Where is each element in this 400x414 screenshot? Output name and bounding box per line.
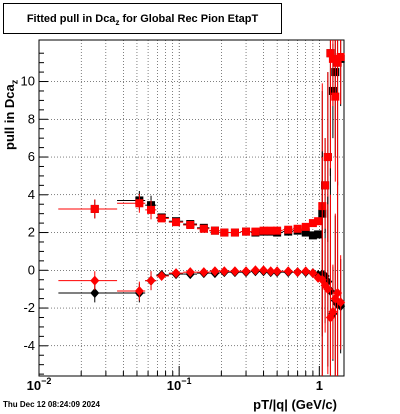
data-point-square [157, 214, 166, 223]
y-tick-label: 0 [28, 262, 35, 277]
chart-title: Fitted pull in Dcaz for Global Rec Pion … [4, 4, 281, 33]
data-point-square [328, 54, 337, 63]
data-point-square [220, 228, 229, 237]
data-point-square [314, 230, 323, 239]
chart-title-subscript: z [115, 18, 120, 28]
data-point-diamond [219, 266, 229, 277]
data-point-square [323, 153, 332, 162]
data-point-diamond [336, 297, 346, 308]
y-tick-label: -2 [23, 300, 35, 315]
x-tick-label: 10−2 [27, 376, 52, 393]
data-point-square [331, 92, 340, 101]
data-point-diamond [259, 265, 269, 276]
y-axis-label: pull in Dcaz [2, 80, 20, 150]
data-point-diamond [230, 266, 240, 277]
data-point-square [321, 181, 330, 190]
data-point-square [230, 228, 239, 237]
data-point-square [259, 226, 268, 235]
data-point-diamond [283, 266, 293, 277]
x-axis-label: pT/|q| (GeV/c) [253, 397, 337, 412]
data-point-square [308, 219, 317, 228]
data-point-diamond [250, 265, 260, 276]
data-point-diamond [171, 268, 181, 279]
date-stamp: Thu Dec 12 08:24:09 2024 [3, 400, 100, 409]
data-point-diamond [146, 275, 156, 286]
data-point-square [135, 199, 144, 208]
data-point-diamond [210, 266, 220, 277]
data-point-square [314, 217, 323, 226]
chart-title-box: Fitted pull in Dcaz for Global Rec Pion … [3, 3, 282, 34]
data-point-diamond [333, 287, 343, 298]
x-tick-label: 1 [316, 378, 323, 393]
x-tick-exponent: −2 [41, 376, 51, 386]
data-point-square [301, 228, 310, 237]
data-point-square [308, 231, 317, 240]
data-point-square [336, 52, 345, 61]
y-tick-label: 6 [28, 149, 35, 164]
data-point-diamond [134, 286, 144, 297]
data-point-square [172, 218, 181, 227]
data-point-diamond [293, 267, 303, 278]
data-point-diamond [301, 266, 311, 277]
y-axis-label-subscript: z [9, 79, 20, 85]
data-point-square [266, 226, 275, 235]
y-tick-label: 4 [28, 187, 35, 202]
data-point-square [251, 227, 260, 236]
y-tick-label: 2 [28, 225, 35, 240]
data-point-diamond [157, 270, 167, 281]
data-point-diamond [272, 266, 282, 277]
data-point-square [301, 222, 310, 231]
data-point-diamond [266, 266, 276, 277]
data-point-diamond [308, 268, 318, 279]
data-point-square [333, 58, 342, 67]
chart-title-rest: for Global Rec Pion EtapT [119, 13, 259, 25]
x-tick-label: 10−1 [167, 376, 192, 393]
data-point-diamond [90, 275, 100, 286]
data-point-square [210, 226, 219, 235]
data-point-square [293, 224, 302, 233]
data-point-diamond [199, 267, 209, 278]
y-tick-label: 10 [21, 74, 35, 89]
data-point-square [199, 224, 208, 233]
y-tick-label: 8 [28, 111, 35, 126]
y-axis-label-main: pull in Dca [2, 84, 17, 150]
data-point-square [326, 49, 335, 58]
data-point-diamond [90, 287, 100, 298]
data-point-square [242, 227, 251, 236]
data-point-square [90, 204, 99, 213]
data-point-square [186, 220, 195, 229]
data-point-square [273, 226, 282, 235]
data-point-diamond [185, 267, 195, 278]
x-tick-exponent: −1 [181, 376, 191, 386]
data-point-square [147, 205, 156, 214]
chart-title-main: Fitted pull in Dca [26, 13, 116, 25]
plot-frame [38, 39, 345, 377]
data-point-square [284, 225, 293, 234]
y-tick-label: -4 [23, 338, 35, 353]
data-point-diamond [241, 266, 251, 277]
